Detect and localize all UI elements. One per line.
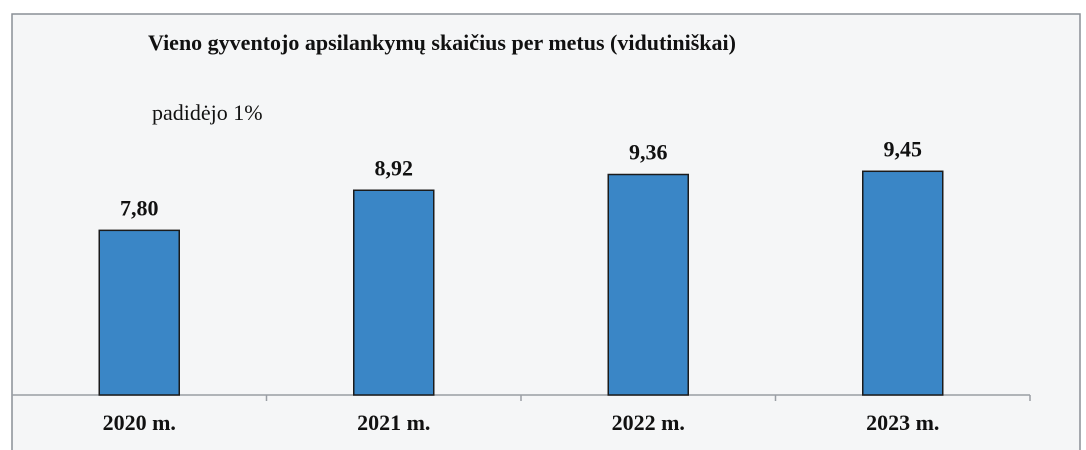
bar <box>353 189 435 396</box>
chart-title: Vieno gyventojo apsilankymų skaičius per… <box>148 30 736 55</box>
value-label: 8,92 <box>375 155 414 180</box>
bar <box>607 173 689 396</box>
x-tick-label: 2022 m. <box>612 410 685 435</box>
x-tick-label: 2023 m. <box>866 410 939 435</box>
bar <box>98 229 180 396</box>
value-label: 7,80 <box>120 195 159 220</box>
bar <box>862 170 944 396</box>
x-tick-label: 2020 m. <box>103 410 176 435</box>
value-label: 9,36 <box>629 140 668 165</box>
value-label: 9,45 <box>884 136 923 161</box>
x-tick-label: 2021 m. <box>357 410 430 435</box>
annotation: padidėjo 1% <box>152 100 263 125</box>
